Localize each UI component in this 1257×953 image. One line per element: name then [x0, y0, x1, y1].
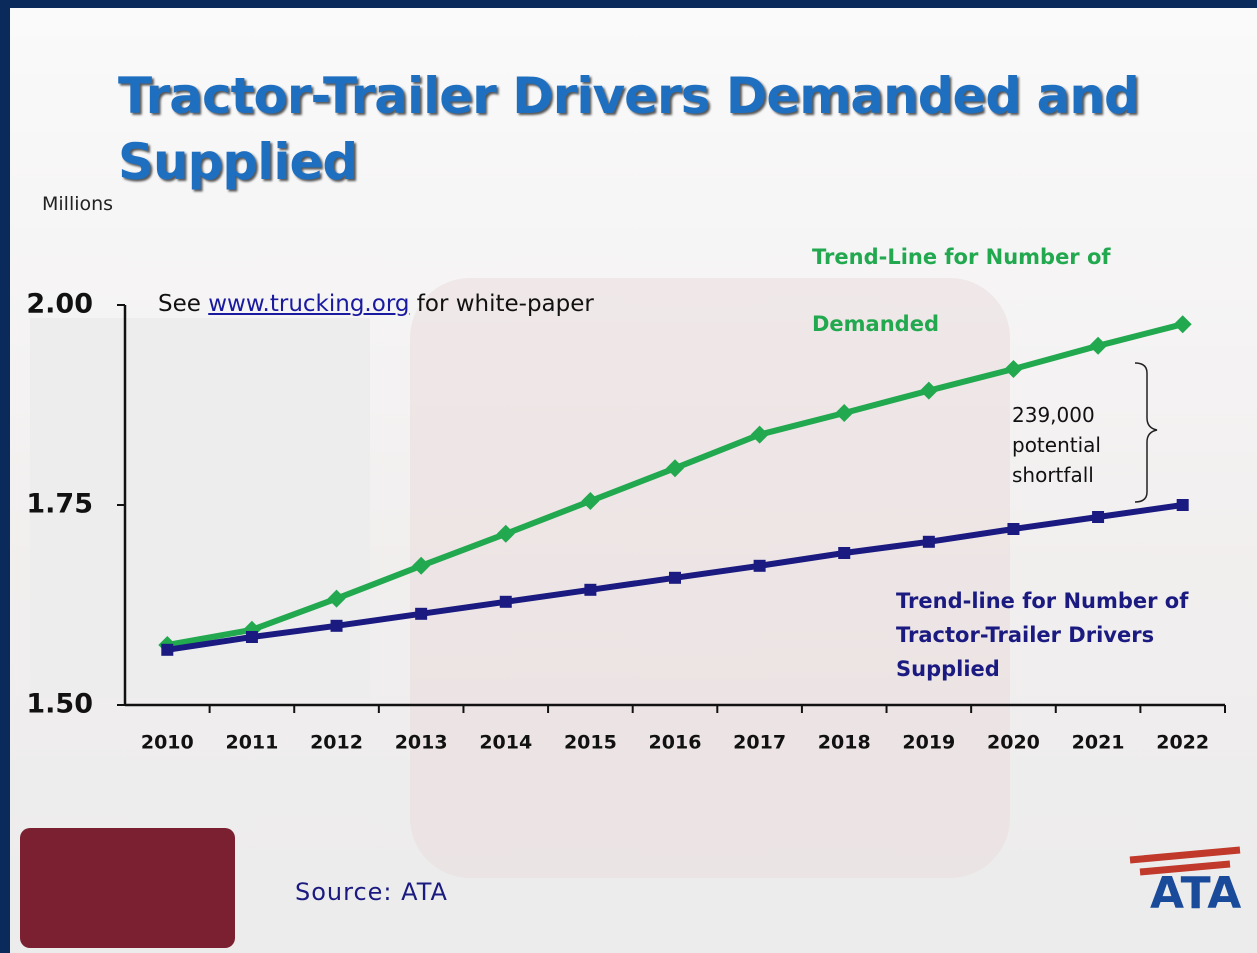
x-tick-label: 2016	[649, 732, 702, 754]
marker	[1173, 315, 1192, 334]
marker	[327, 589, 346, 608]
marker	[669, 571, 681, 584]
y-tick-label: 1.50	[26, 689, 93, 720]
marker	[753, 559, 766, 572]
marker	[1004, 360, 1023, 378]
marker	[1089, 336, 1108, 355]
x-tick-label: 2017	[733, 732, 786, 754]
marker	[499, 595, 512, 608]
x-tick-label: 2021	[1072, 732, 1125, 754]
slide: 1.50 1.75 2.00 2010 2011 2012 2013 2014 2015 2016…	[10, 8, 1257, 953]
note-prefix: See	[158, 291, 209, 317]
brace	[1134, 362, 1158, 503]
source: Source: ATA	[295, 878, 448, 906]
marker	[415, 607, 428, 620]
series-label: Trend-Line for Number of Demanded	[812, 245, 1111, 336]
marker	[584, 583, 597, 596]
x-tick-label: 2012	[310, 732, 363, 754]
marker	[835, 404, 854, 422]
x-tick-label: 2013	[395, 732, 448, 754]
x-tick-label: 2018	[818, 732, 871, 754]
marker	[161, 643, 174, 656]
logo-stripes	[1129, 846, 1241, 876]
y-tick-label: 2.00	[26, 289, 93, 320]
shortfall-annotation: 239,000 potential shortfall	[1012, 403, 1101, 487]
truck-shadow	[410, 278, 1010, 878]
marker	[922, 535, 935, 548]
marker	[838, 547, 851, 559]
marker	[330, 619, 343, 632]
x-tick-label: 2020	[987, 732, 1040, 754]
trailer-shadow	[30, 318, 370, 698]
x-tick-label: 2010	[141, 732, 194, 754]
marker	[1007, 523, 1020, 535]
marker	[666, 459, 684, 478]
marker	[412, 556, 431, 575]
series-label: Trend-line for Number of Tractor-Trailer…	[896, 589, 1189, 681]
marker	[1176, 499, 1189, 511]
link[interactable]: www.trucking.org	[208, 291, 410, 317]
marker	[496, 524, 515, 543]
marker	[750, 425, 769, 444]
x-tick-label: 2011	[225, 732, 278, 754]
x-tick-label: 2014	[479, 732, 532, 754]
marker	[919, 381, 938, 400]
chart-title: Tractor-Trailer Drivers Demanded and Sup…	[118, 67, 1140, 191]
y-tick-label: 1.75	[26, 489, 93, 520]
marker	[1092, 511, 1105, 523]
x-tick-label: 2015	[564, 732, 617, 754]
marker	[581, 492, 600, 510]
x-tick-label: 2022	[1156, 732, 1209, 754]
chart: 1.50 1.75 2.00 2010 2011 2012 2013 2014 2015 2016…	[20, 278, 1241, 948]
marker	[245, 631, 258, 643]
x-tick-label: 2019	[902, 732, 955, 754]
truck-icon	[20, 828, 235, 948]
note-suffix: for white-paper	[409, 291, 594, 317]
logo: ATA	[1150, 868, 1242, 919]
y-axis-label: Millions	[42, 193, 114, 215]
note: See www.trucking.org for white-paper	[158, 291, 594, 317]
